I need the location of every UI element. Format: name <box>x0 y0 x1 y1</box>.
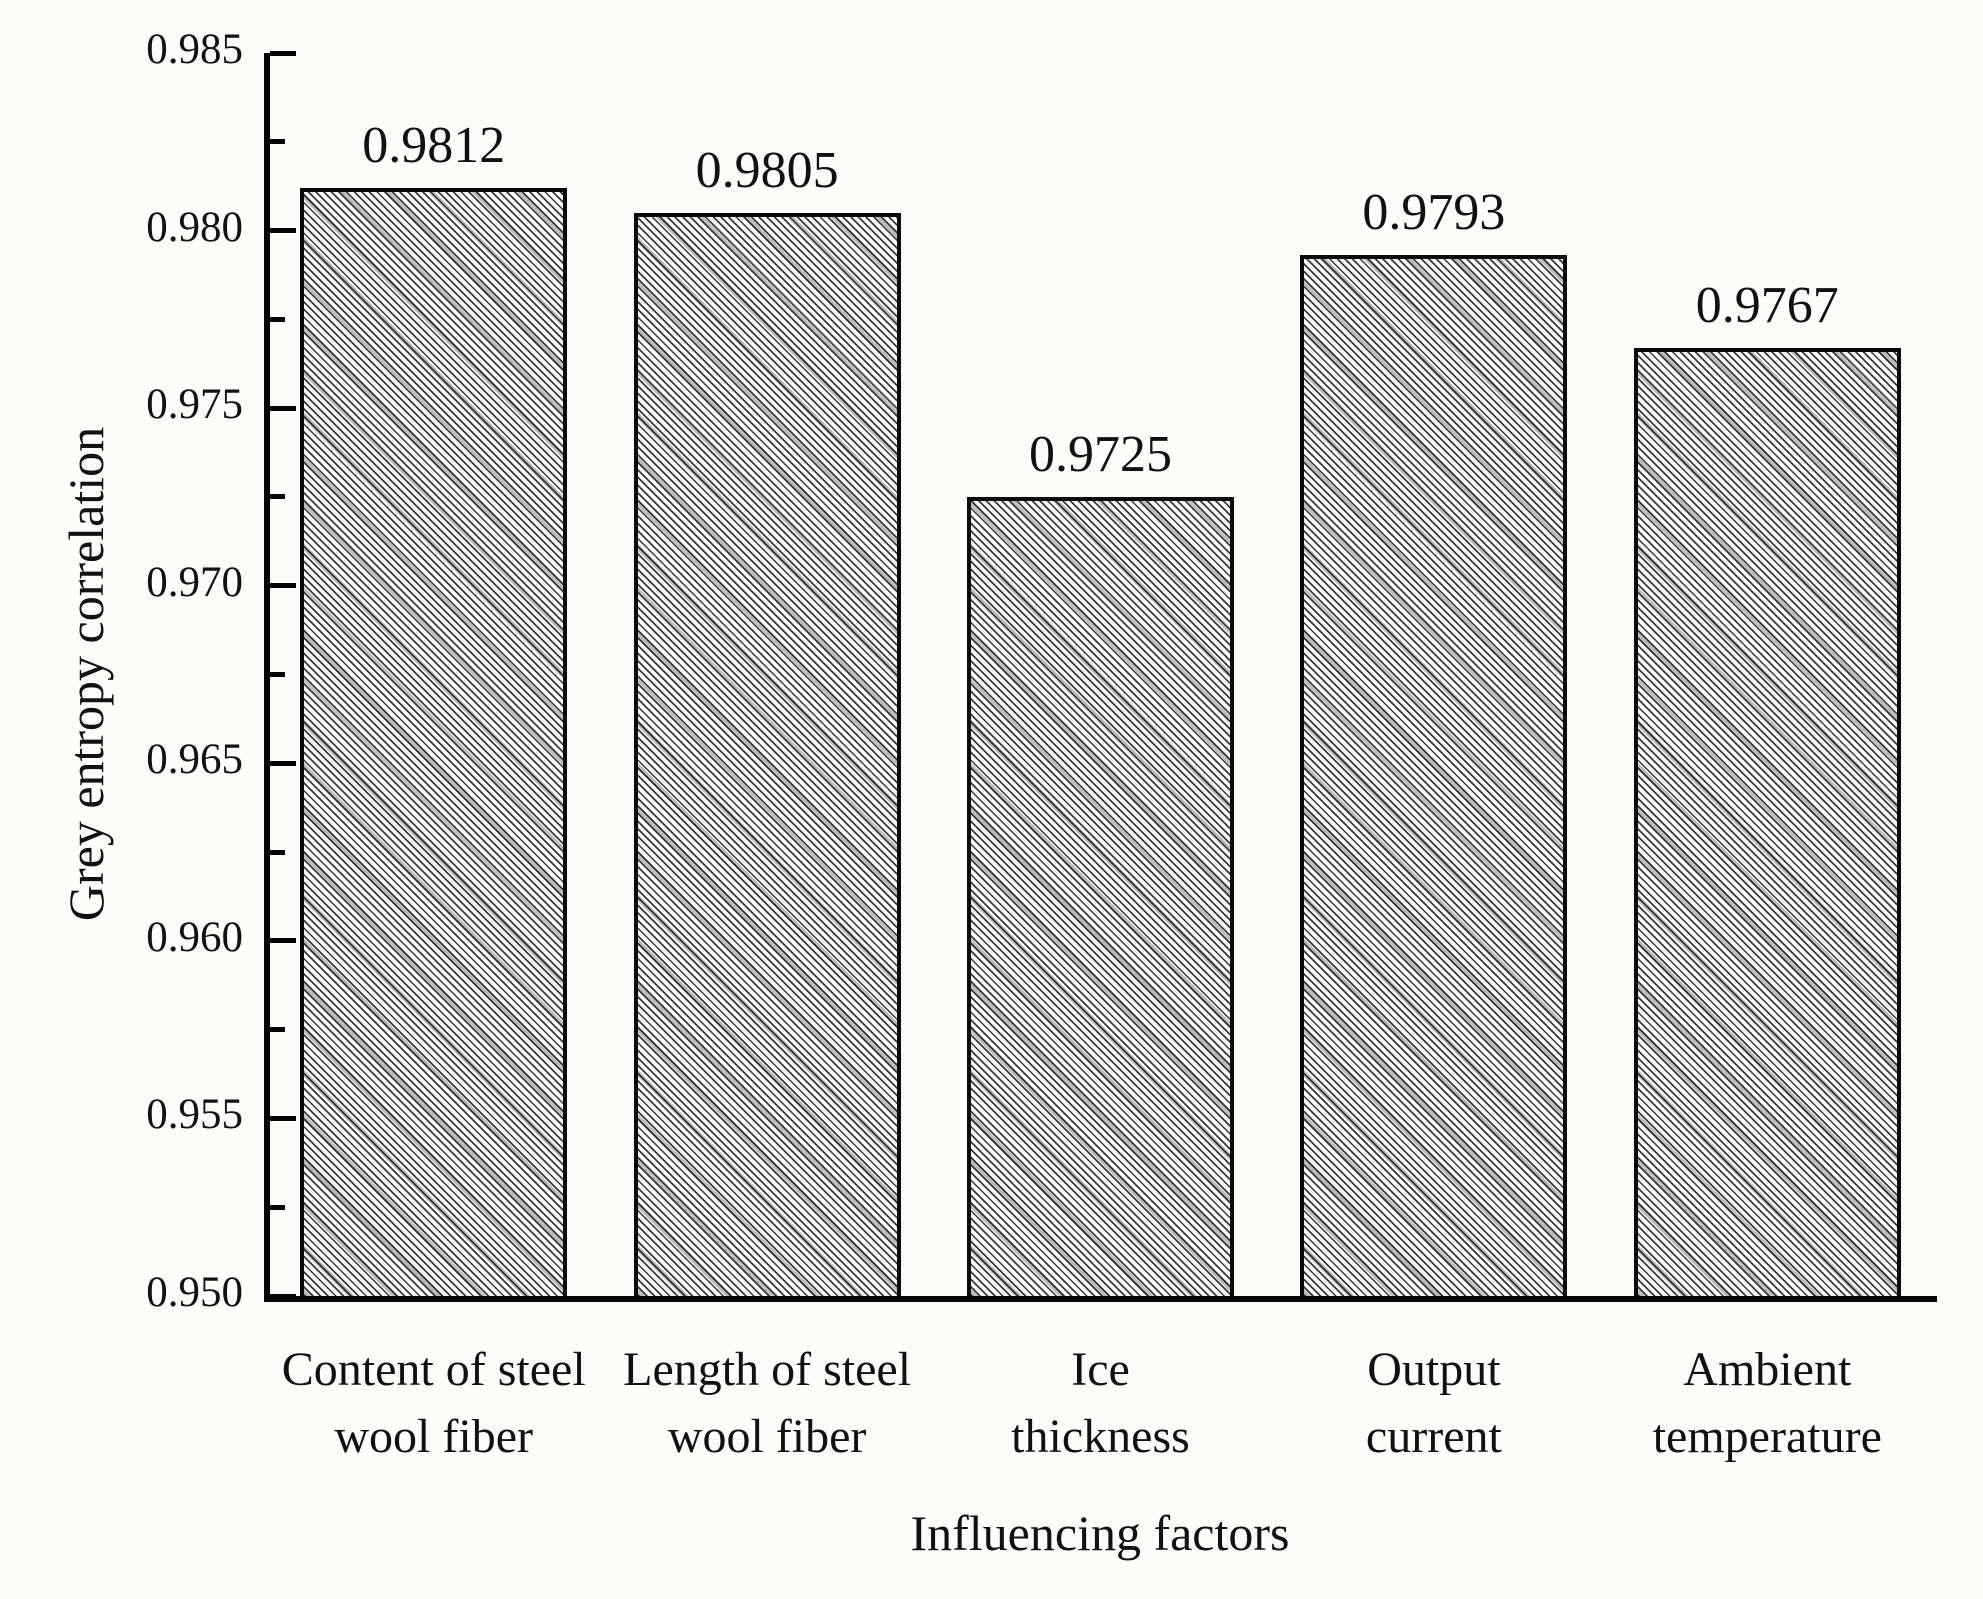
bar-value-label: 0.9812 <box>362 116 506 174</box>
x-category-label-line: thickness <box>1011 1410 1190 1463</box>
x-category-label-line: Length of steel <box>623 1343 912 1396</box>
bar-1 <box>300 187 568 1296</box>
x-axis-title: Influencing factors <box>910 1505 1290 1561</box>
x-category-label: Length of steel wool fiber <box>557 1336 977 1470</box>
y-tick-label: 0.950 <box>146 1269 243 1316</box>
x-category-label-line: Content of steel <box>281 1343 586 1396</box>
y-minor-tick <box>270 672 285 677</box>
y-major-tick <box>270 938 296 944</box>
y-major-tick <box>270 583 296 589</box>
x-category-label: Ambient temperature <box>1557 1336 1977 1470</box>
y-major-tick <box>270 1293 296 1299</box>
x-category-label-line: temperature <box>1652 1410 1882 1463</box>
y-axis-line <box>264 53 270 1302</box>
y-minor-tick <box>270 494 285 500</box>
bar-value-label: 0.9793 <box>1362 184 1506 242</box>
y-major-tick <box>270 1115 296 1121</box>
y-minor-tick <box>270 316 285 322</box>
y-tick-label: 0.975 <box>146 381 243 429</box>
y-tick-label: 0.965 <box>146 736 243 784</box>
bar-5 <box>1633 347 1901 1296</box>
y-major-tick <box>270 50 296 56</box>
x-category-label-line: wool fiber <box>667 1410 867 1463</box>
x-category-label: Output current <box>1224 1336 1644 1470</box>
x-category-label: Ice thickness <box>891 1336 1311 1470</box>
x-category-label-line: current <box>1365 1410 1502 1463</box>
y-minor-tick <box>270 1027 285 1033</box>
bar-2 <box>633 212 901 1296</box>
x-axis-line <box>264 1296 1937 1302</box>
y-major-tick <box>270 760 296 766</box>
y-major-tick <box>270 228 296 234</box>
x-category-label-line: wool fiber <box>334 1410 533 1463</box>
bar-value-label: 0.9805 <box>695 141 839 199</box>
bar-3 <box>967 496 1234 1296</box>
y-tick-label: 0.960 <box>146 913 243 961</box>
x-category-label-line: Ice <box>1071 1343 1130 1396</box>
y-tick-label: 0.970 <box>146 558 243 606</box>
x-category-label: Content of steel wool fiber <box>224 1336 644 1470</box>
y-tick-label: 0.980 <box>146 203 243 251</box>
y-minor-tick <box>270 849 285 855</box>
y-tick-label: 0.985 <box>146 26 243 73</box>
y-minor-tick <box>270 1204 285 1210</box>
y-minor-tick <box>270 139 285 145</box>
y-tick-label: 0.955 <box>146 1091 243 1139</box>
y-axis-title: Grey entropy correlation <box>58 426 114 922</box>
x-category-label-line: Output <box>1367 1343 1501 1396</box>
bar-4 <box>1300 255 1568 1296</box>
bar-value-label: 0.9767 <box>1695 276 1839 334</box>
y-major-tick <box>270 405 296 411</box>
bar-value-label: 0.9725 <box>1029 425 1172 483</box>
x-category-label-line: Ambient <box>1683 1343 1852 1396</box>
